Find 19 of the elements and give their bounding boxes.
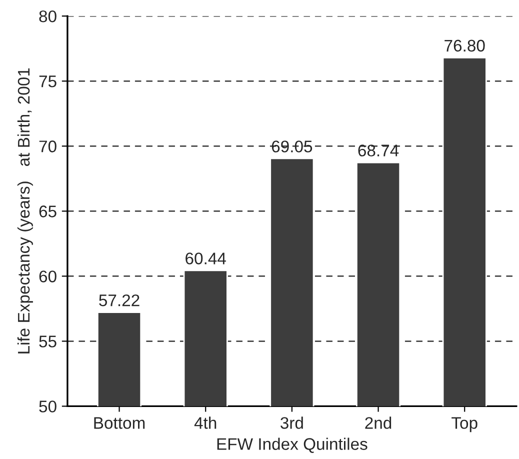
x-tick-label: 4th (194, 416, 216, 429)
data-label: 76.80 (444, 40, 485, 52)
y-tick-label: 75 (39, 76, 56, 88)
y-tick-label: 60 (39, 270, 56, 282)
x-tick-label: 3rd (280, 416, 303, 429)
y-tick-label: 80 (39, 10, 56, 22)
x-axis-title: EFW Index Quintiles (217, 438, 368, 453)
y-tick-label: 55 (39, 336, 56, 348)
y-tick-label: 50 (39, 400, 56, 412)
y-axis-title: Life Expectancy (years) at Birth, 2001 (17, 68, 33, 354)
x-tick-label: Top (452, 417, 478, 432)
y-tick-label: 65 (39, 206, 56, 218)
y-tick-label: 70 (39, 140, 56, 152)
data-label: 69.05 (272, 140, 312, 152)
x-tick-label: 2nd (365, 416, 392, 429)
data-label: 68.74 (358, 144, 399, 156)
data-label: 60.44 (186, 252, 226, 264)
data-label: 57.22 (99, 294, 140, 306)
x-tick-label: Bottom (94, 417, 145, 429)
